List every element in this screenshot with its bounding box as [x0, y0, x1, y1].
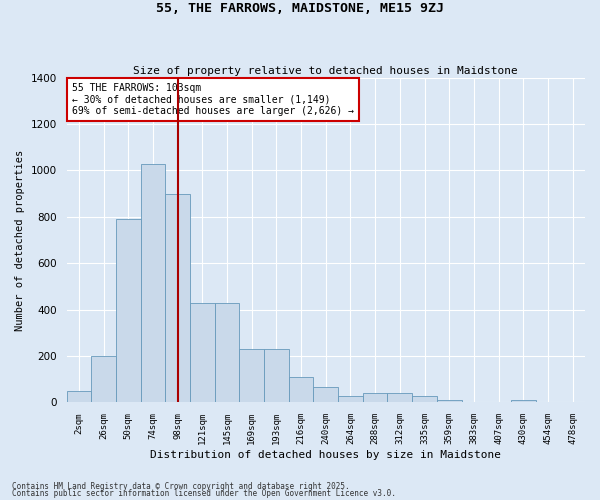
- Text: Contains HM Land Registry data © Crown copyright and database right 2025.: Contains HM Land Registry data © Crown c…: [12, 482, 350, 491]
- Bar: [338, 396, 363, 402]
- Bar: [511, 400, 536, 402]
- Bar: [190, 302, 215, 402]
- Bar: [313, 388, 338, 402]
- Text: 55, THE FARROWS, MAIDSTONE, ME15 9ZJ: 55, THE FARROWS, MAIDSTONE, ME15 9ZJ: [156, 2, 444, 16]
- Y-axis label: Number of detached properties: Number of detached properties: [15, 150, 25, 330]
- Bar: [116, 219, 140, 402]
- Title: Size of property relative to detached houses in Maidstone: Size of property relative to detached ho…: [133, 66, 518, 76]
- Bar: [412, 396, 437, 402]
- Bar: [388, 393, 412, 402]
- Bar: [215, 302, 239, 402]
- Bar: [437, 400, 461, 402]
- Bar: [363, 393, 388, 402]
- X-axis label: Distribution of detached houses by size in Maidstone: Distribution of detached houses by size …: [150, 450, 501, 460]
- Text: 55 THE FARROWS: 103sqm
← 30% of detached houses are smaller (1,149)
69% of semi-: 55 THE FARROWS: 103sqm ← 30% of detached…: [72, 82, 354, 116]
- Bar: [67, 391, 91, 402]
- Bar: [165, 194, 190, 402]
- Bar: [289, 377, 313, 402]
- Text: Contains public sector information licensed under the Open Government Licence v3: Contains public sector information licen…: [12, 489, 396, 498]
- Bar: [91, 356, 116, 403]
- Bar: [264, 349, 289, 403]
- Bar: [140, 164, 165, 402]
- Bar: [239, 349, 264, 403]
